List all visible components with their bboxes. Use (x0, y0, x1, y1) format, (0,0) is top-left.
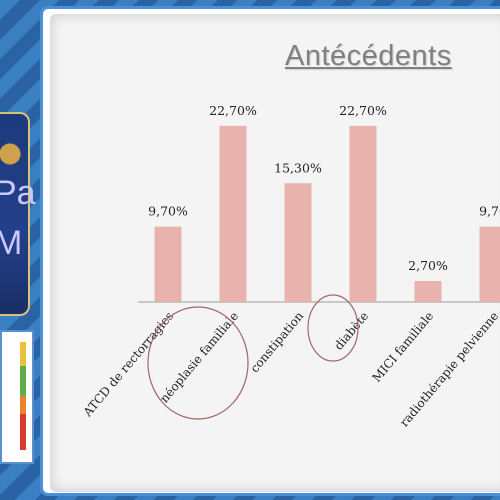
mini-bar (20, 414, 26, 450)
x-tick-label: constipation (247, 309, 306, 376)
data-label: 9,70 (479, 204, 500, 219)
bar (219, 125, 247, 303)
x-tick-label: diabète (331, 309, 371, 353)
bar (479, 226, 500, 302)
slide-title: Antécédents (285, 40, 452, 72)
mini-bar (20, 342, 26, 366)
x-tick-label: MICI familiale (369, 309, 436, 385)
slide-canvas (50, 14, 500, 492)
bar (284, 183, 312, 302)
annotation-circle (307, 294, 359, 362)
x-tick-label: ATCD de rectorragies (80, 309, 176, 420)
thumbnail-text: Pa (0, 174, 36, 212)
data-label: 22,70% (209, 103, 257, 118)
bar (154, 226, 182, 302)
mini-bar (20, 366, 26, 396)
bar (349, 125, 377, 303)
bars-group (154, 125, 500, 303)
mini-slide-thumbnail[interactable] (0, 330, 34, 464)
data-labels-group: 9,70% 22,70% 15,30% 22,70% 2,70% 9,70 (148, 103, 500, 273)
data-label: 2,70% (408, 258, 448, 273)
presenter-video-thumbnail[interactable]: Pa M (0, 112, 36, 316)
thumbnail-text: M (0, 224, 23, 262)
data-label: 9,70% (148, 204, 188, 219)
data-label: 22,70% (339, 103, 387, 118)
left-panel: Pa M (0, 0, 42, 500)
bar (414, 281, 442, 302)
mini-bar (20, 396, 26, 414)
data-label: 15,30% (274, 160, 322, 175)
annotation-circle (147, 306, 249, 420)
